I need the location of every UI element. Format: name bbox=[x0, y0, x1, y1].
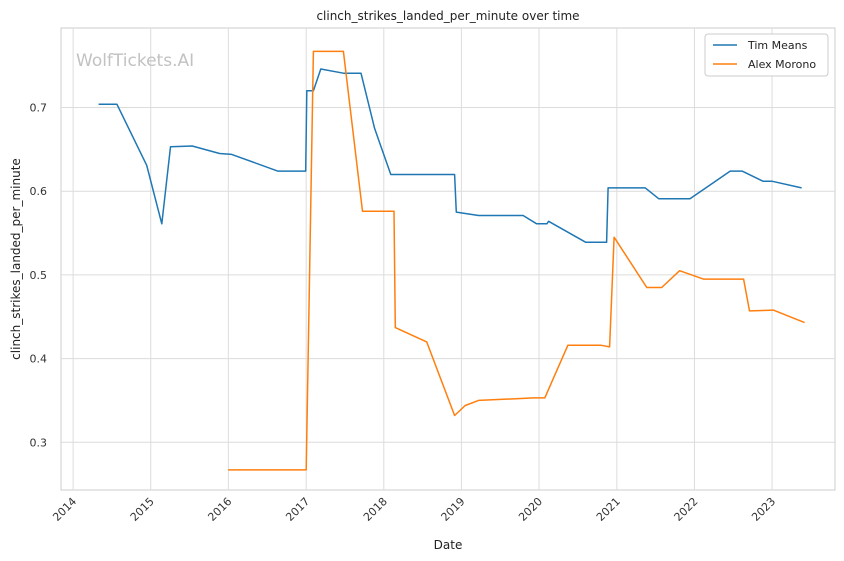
legend-label-alex-morono: Alex Morono bbox=[748, 58, 816, 71]
watermark: WolfTickets.AI bbox=[76, 51, 194, 71]
chart-title: clinch_strikes_landed_per_minute over ti… bbox=[316, 9, 579, 23]
y-axis-title: clinch_strikes_landed_per_minute bbox=[9, 158, 23, 360]
y-tick-label: 0.4 bbox=[30, 353, 48, 366]
x-tick-label: 2020 bbox=[516, 495, 545, 524]
legend: Tim Means Alex Morono bbox=[704, 33, 829, 77]
x-tick-label: 2021 bbox=[594, 495, 623, 524]
x-tick-label: 2016 bbox=[205, 495, 234, 524]
series-line-tim-means bbox=[98, 68, 802, 244]
grid-lines bbox=[61, 28, 835, 490]
x-tick-label: 2015 bbox=[128, 495, 157, 524]
x-tick-label: 2022 bbox=[672, 495, 701, 524]
plot-area bbox=[60, 27, 836, 491]
x-tick-label: 2019 bbox=[439, 495, 468, 524]
y-tick-label: 0.6 bbox=[30, 185, 48, 198]
x-tick-label: 2023 bbox=[749, 495, 778, 524]
y-tick-label: 0.5 bbox=[30, 269, 48, 282]
x-tick-label: 2017 bbox=[283, 495, 312, 524]
series-line-alex-morono bbox=[228, 50, 805, 471]
x-tick-label: 2014 bbox=[50, 495, 79, 524]
x-tick-label: 2018 bbox=[361, 495, 390, 524]
legend-label-tim-means: Tim Means bbox=[747, 39, 808, 52]
y-tick-label: 0.3 bbox=[30, 436, 48, 449]
series-layer bbox=[98, 50, 805, 471]
x-axis-title: Date bbox=[434, 538, 463, 552]
y-tick-label: 0.7 bbox=[30, 102, 48, 115]
